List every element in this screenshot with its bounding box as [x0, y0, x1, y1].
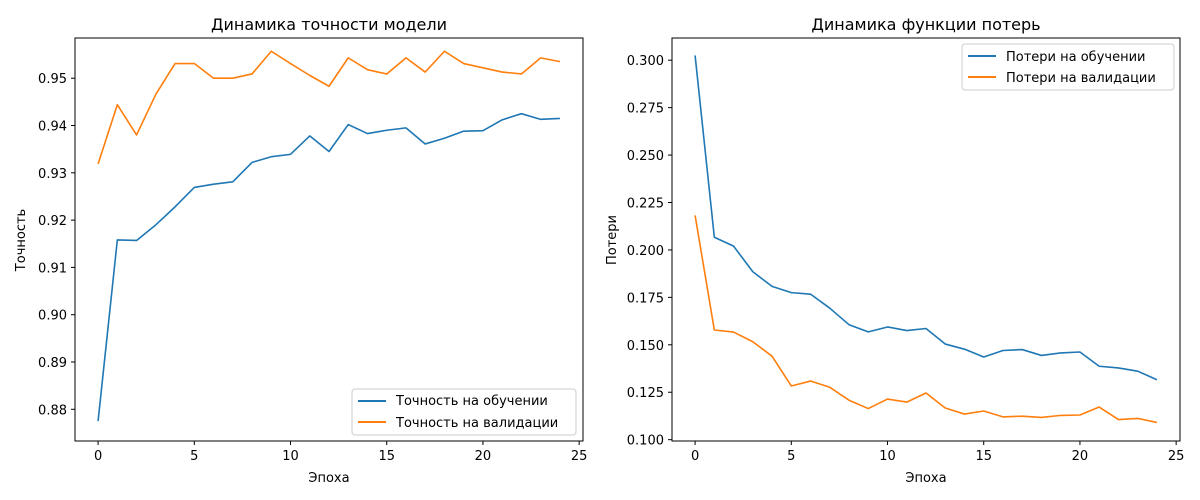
accuracy-y-tick-label: 0.92: [38, 214, 67, 229]
loss-y-axis-label: Потери: [605, 215, 620, 265]
accuracy-y-tick-label: 0.95: [38, 72, 67, 87]
loss-series-line-val: [694, 215, 1158, 424]
loss-x-tick-label: 20: [1072, 449, 1089, 464]
accuracy-y-tick-label: 0.88: [38, 403, 67, 418]
accuracy-legend-label-val: Точность на валидации: [395, 416, 558, 431]
accuracy-x-tick-label: 10: [282, 449, 299, 464]
loss-series-line-train: [694, 55, 1158, 381]
accuracy-chart-title: Динамика точности модели: [211, 15, 447, 34]
accuracy-y-axis-label: Точность: [14, 209, 29, 272]
loss-y-tick-label: 0.300: [627, 54, 664, 69]
accuracy-y-tick-label: 0.94: [38, 120, 67, 135]
accuracy-x-axis-label: Эпоха: [308, 471, 349, 486]
loss-chart: 0 5 10 15 20 25 0.100 0.125 0.150 0.175 0.200 0.225…: [605, 15, 1184, 486]
loss-marks: [694, 55, 1158, 424]
loss-ticks: 0 5 10 15 20 25 0.100 0.125 0.150 0.175 0.200 0.225…: [627, 54, 1185, 464]
loss-legend: Потери на обучении Потери на валидации: [961, 43, 1175, 91]
accuracy-series-line-train: [97, 112, 560, 422]
loss-x-tick-label: 25: [1168, 449, 1185, 464]
accuracy-x-tick-label: 0: [94, 449, 102, 464]
accuracy-marks: [97, 50, 561, 422]
accuracy-y-tick-label: 0.91: [38, 261, 67, 276]
loss-y-tick-label: 0.150: [627, 339, 664, 354]
accuracy-x-tick-label: 15: [378, 449, 395, 464]
accuracy-x-tick-label: 5: [190, 449, 198, 464]
accuracy-plot-background: [75, 38, 583, 441]
accuracy-chart: 0 5 10 15 20 25 0.88 0.89 0.90 0.91 0.92 0.93 0.94 0.…: [14, 15, 587, 486]
accuracy-y-tick-label: 0.90: [38, 309, 67, 324]
loss-y-tick-label: 0.100: [627, 434, 664, 449]
loss-y-tick-label: 0.125: [627, 386, 664, 401]
accuracy-y-tick-label: 0.89: [38, 356, 67, 371]
loss-chart-title: Динамика функции потерь: [811, 15, 1040, 34]
accuracy-x-tick-label: 25: [571, 449, 588, 464]
loss-x-tick-label: 5: [787, 449, 795, 464]
loss-plot-frame: [671, 37, 1181, 442]
loss-y-tick-label: 0.275: [627, 102, 664, 117]
loss-legend-label-val: Потери на валидации: [1006, 71, 1156, 86]
loss-y-tick-label: 0.250: [627, 149, 664, 164]
accuracy-y-tick-label: 0.93: [38, 167, 67, 182]
accuracy-series-line-val: [97, 50, 561, 165]
loss-legend-label-train: Потери на обучении: [1006, 50, 1145, 65]
loss-x-axis-label: Эпоха: [905, 471, 946, 486]
loss-legend-box: [961, 43, 1175, 91]
loss-x-tick-label: 15: [975, 449, 992, 464]
loss-y-tick-label: 0.200: [627, 244, 664, 259]
loss-y-tick-label: 0.225: [627, 197, 664, 212]
loss-x-tick-label: 0: [691, 449, 699, 464]
accuracy-plot-frame: [74, 37, 584, 442]
loss-y-tick-label: 0.175: [627, 291, 664, 306]
accuracy-legend-label-train: Точность на обучении: [395, 394, 548, 409]
accuracy-legend-box: [351, 388, 577, 436]
loss-x-tick-label: 10: [879, 449, 896, 464]
accuracy-ticks: 0 5 10 15 20 25 0.88 0.89 0.90 0.91 0.92 0.93 0.94 0.…: [38, 72, 587, 464]
accuracy-legend: Точность на обучении Точность на валидац…: [351, 388, 577, 436]
loss-plot-background: [672, 38, 1180, 441]
accuracy-x-tick-label: 20: [475, 449, 492, 464]
